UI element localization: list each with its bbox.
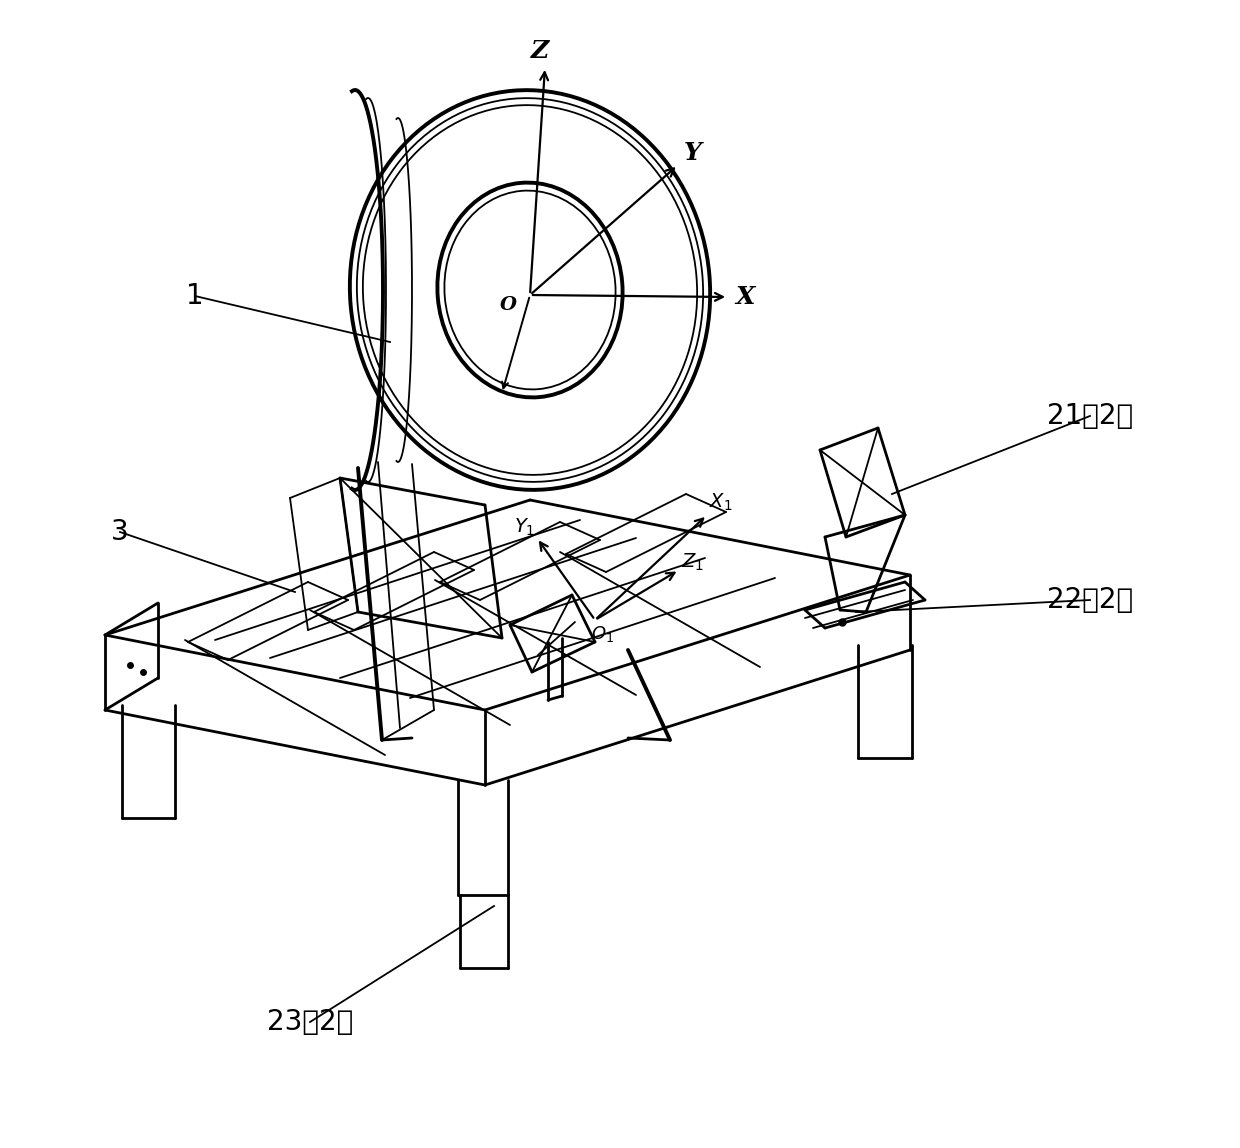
Text: 22（2）: 22（2） xyxy=(1047,585,1133,614)
Text: X: X xyxy=(735,285,755,309)
Text: 3: 3 xyxy=(112,518,129,546)
Text: 1: 1 xyxy=(186,282,203,310)
Text: $X_1$: $X_1$ xyxy=(709,491,733,513)
Text: O: O xyxy=(500,296,517,315)
Text: $Z_1$: $Z_1$ xyxy=(682,551,704,573)
Text: 23（2）: 23（2） xyxy=(267,1008,353,1035)
Text: $O_1$: $O_1$ xyxy=(591,625,615,644)
Text: $Y_1$: $Y_1$ xyxy=(515,517,536,537)
Text: 21（2）: 21（2） xyxy=(1047,402,1133,430)
Text: Z: Z xyxy=(531,39,549,63)
Text: Y: Y xyxy=(684,141,702,165)
